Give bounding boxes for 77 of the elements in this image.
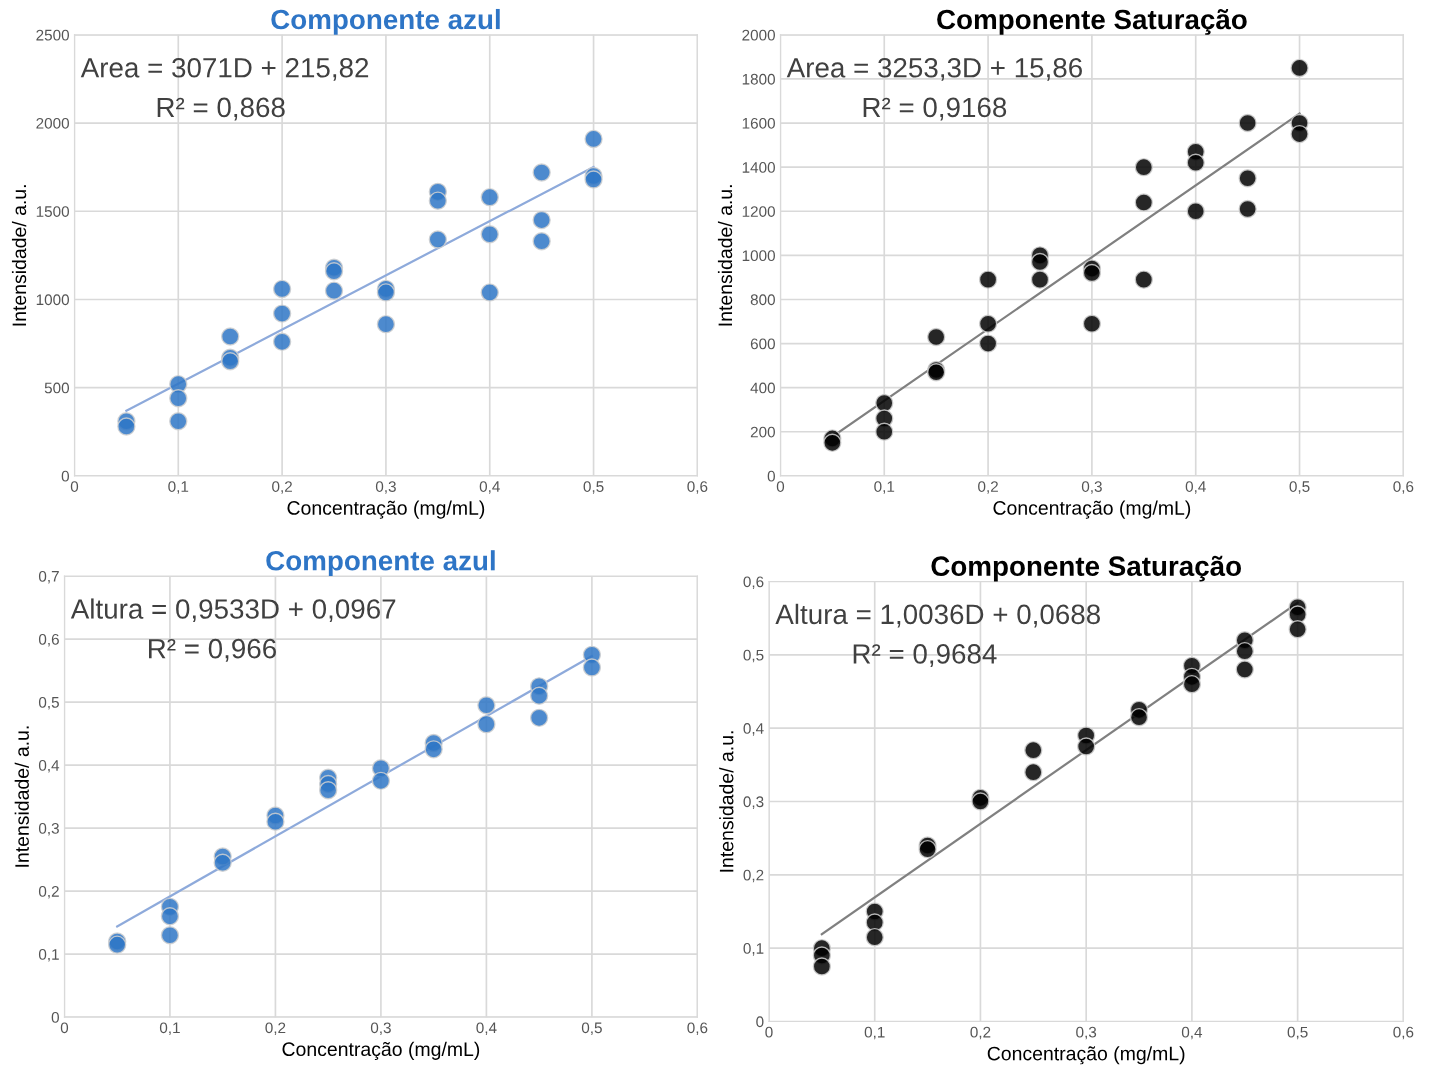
y-tick-label: 500 <box>44 382 70 394</box>
chart-title: Componente azul <box>271 8 500 35</box>
x-tick-label: 0,3 <box>1081 481 1102 494</box>
annotation: Altura = 0,9533D + 0,0967 <box>70 598 396 623</box>
y-tick-label: 0,6 <box>38 633 59 647</box>
x-tick-label: 0,1 <box>864 1026 885 1040</box>
chart-title: Componente azul <box>266 550 495 577</box>
y-axis-title: Intensidade/ a.u. <box>11 185 27 326</box>
y-axis-title: Intensidade/ a.u. <box>14 726 29 867</box>
y-tick-label: 0,2 <box>38 885 59 899</box>
y-tick-label: 800 <box>750 294 775 306</box>
x-tick-label: 0,5 <box>1289 481 1310 494</box>
annotation: Altura = 1,0036D + 0,0688 <box>775 603 1100 628</box>
x-tick-label: 0,3 <box>370 1022 391 1036</box>
x-tick-label: 0,4 <box>476 1022 497 1036</box>
x-tick-label: 0,4 <box>1185 481 1206 494</box>
y-tick-label: 400 <box>750 382 775 394</box>
x-tick-label: 0,2 <box>265 1022 286 1036</box>
x-tick-label: 0 <box>70 481 79 492</box>
x-tick-label: 0,6 <box>1393 1026 1414 1040</box>
x-tick-label: 0,5 <box>1287 1026 1308 1040</box>
y-tick-label: 0,4 <box>743 723 764 736</box>
x-tick-label: 0,2 <box>272 481 292 494</box>
y-tick-label: 2000 <box>36 117 70 129</box>
y-tick-label: 0,4 <box>38 759 60 773</box>
annotation: Area = 3071D + 215,82 <box>80 57 369 81</box>
y-tick-label: 0,3 <box>743 796 764 809</box>
y-axis-title: Intensidade/ a.u. <box>719 731 734 872</box>
annotation: R² = 0,9168 <box>863 97 1007 121</box>
x-tick-label: 0,3 <box>1076 1026 1097 1040</box>
y-axis-title: Intensidade/ a.u. <box>717 185 733 326</box>
y-tick-label: 0 <box>51 1011 59 1023</box>
annotation: R² = 0,966 <box>149 638 276 662</box>
y-tick-label: 200 <box>750 426 775 438</box>
chart-title: Componente Saturação <box>931 555 1241 582</box>
x-tick-label: 0,1 <box>159 1022 180 1036</box>
x-tick-label: 0,6 <box>1393 481 1414 494</box>
y-tick-label: 1200 <box>742 206 775 217</box>
x-tick-label: 0,2 <box>978 481 998 494</box>
x-tick-label: 0,2 <box>970 1026 991 1040</box>
y-tick-label: 0,6 <box>743 576 764 590</box>
x-tick-label: 0,5 <box>583 481 604 494</box>
annotation: Area = 3253,3D + 15,86 <box>786 57 1082 81</box>
y-tick-label: 0,1 <box>38 948 59 962</box>
x-axis-title: Concentração (mg/mL) <box>987 1046 1185 1065</box>
x-axis-title: Concentração (mg/mL) <box>287 500 485 519</box>
x-tick-label: 0,6 <box>687 1022 708 1036</box>
y-tick-label: 0,5 <box>743 649 764 663</box>
x-axis-title: Concentração (mg/mL) <box>993 500 1191 519</box>
x-tick-label: 0,1 <box>168 481 189 494</box>
y-tick-label: 0,7 <box>38 570 59 584</box>
chart-title: Componente Saturação <box>937 9 1247 35</box>
y-tick-label: 1400 <box>742 162 775 173</box>
x-tick-label: 0 <box>776 481 785 492</box>
y-tick-label: 1800 <box>742 73 775 85</box>
y-tick-label: 0,2 <box>743 869 764 883</box>
y-tick-label: 2000 <box>742 29 775 41</box>
annotation: R² = 0,9684 <box>853 644 997 668</box>
x-axis-title: Concentração (mg/mL) <box>282 1041 480 1060</box>
y-tick-label: 1000 <box>742 250 775 262</box>
y-tick-label: 600 <box>750 338 775 350</box>
y-tick-label: 0,3 <box>38 822 59 836</box>
x-tick-label: 0,1 <box>874 481 895 494</box>
x-tick-label: 0,6 <box>687 481 708 494</box>
y-tick-label: 1000 <box>36 294 70 306</box>
x-tick-label: 0,4 <box>1181 1026 1203 1040</box>
y-tick-label: 0 <box>61 470 70 482</box>
x-tick-label: 0,4 <box>479 481 500 494</box>
y-tick-label: 0,1 <box>743 943 764 956</box>
y-tick-label: 0,5 <box>38 696 59 710</box>
x-tick-label: 0,3 <box>375 481 396 494</box>
y-tick-label: 2500 <box>36 29 70 41</box>
y-tick-label: 1600 <box>742 117 775 129</box>
y-tick-label: 0 <box>767 470 775 482</box>
y-tick-label: 1500 <box>36 206 70 217</box>
x-tick-label: 0,5 <box>581 1022 602 1036</box>
annotation: R² = 0,868 <box>157 97 285 121</box>
